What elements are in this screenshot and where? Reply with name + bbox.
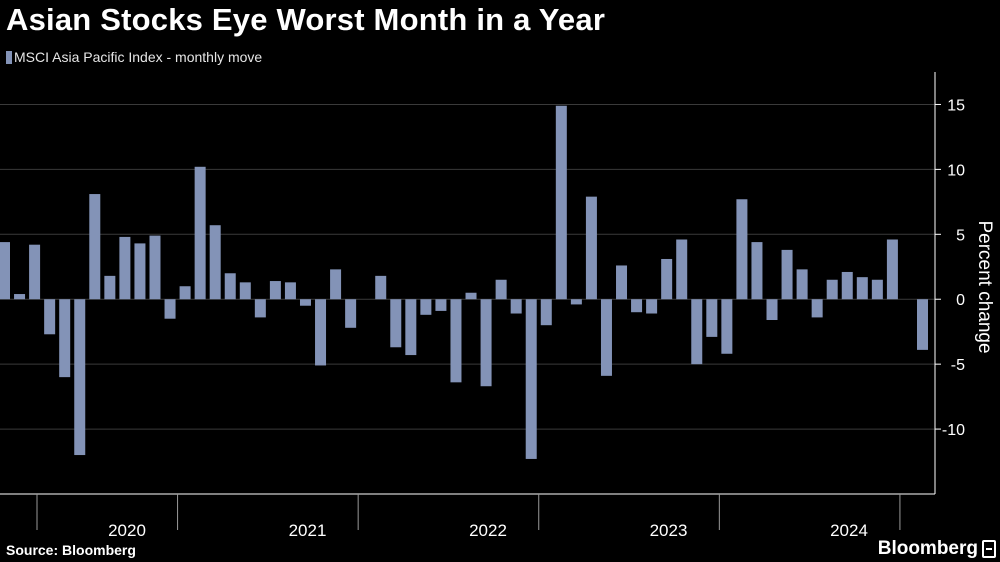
x-tick-label: 2024 xyxy=(830,521,868,540)
bar xyxy=(89,194,101,300)
x-tick-label: 2021 xyxy=(289,521,327,540)
bar xyxy=(59,299,71,378)
bar xyxy=(450,299,462,383)
y-tick-label: 5 xyxy=(956,227,965,244)
bar xyxy=(134,243,146,300)
bar xyxy=(0,242,10,300)
bar xyxy=(646,299,658,314)
brand-name: Bloomberg xyxy=(877,538,978,559)
bar xyxy=(691,299,703,365)
bar xyxy=(510,299,522,314)
bar xyxy=(119,236,131,300)
bar xyxy=(525,299,537,459)
y-tick-label: 0 xyxy=(956,292,965,309)
bar xyxy=(224,273,236,300)
bar xyxy=(164,299,176,319)
y-tick-label: -5 xyxy=(951,357,965,374)
bloomberg-logo-icon xyxy=(982,540,996,558)
x-tick-label: 2020 xyxy=(108,521,146,540)
bar xyxy=(555,105,567,300)
bar xyxy=(631,299,643,313)
x-tick-label: 2022 xyxy=(469,521,507,540)
bar xyxy=(736,199,748,300)
bar xyxy=(616,265,628,300)
bar xyxy=(435,299,447,311)
bar xyxy=(480,299,492,387)
source-note: Source: Bloomberg xyxy=(6,542,136,558)
bar xyxy=(826,279,838,300)
x-tick-label: 2023 xyxy=(650,521,688,540)
bar xyxy=(194,166,206,300)
bar xyxy=(796,269,808,300)
bar xyxy=(676,239,688,300)
bar xyxy=(315,299,327,366)
bar xyxy=(209,225,221,300)
bar xyxy=(721,299,733,354)
y-tick-label: 15 xyxy=(947,97,965,114)
y-axis-label: Percent change xyxy=(974,220,995,353)
bar xyxy=(299,299,311,306)
bar xyxy=(540,299,552,326)
bar xyxy=(585,196,597,300)
bar xyxy=(284,282,296,300)
bar xyxy=(375,275,387,300)
legend-label: MSCI Asia Pacific Index - monthly move xyxy=(14,49,263,65)
bar xyxy=(886,239,898,300)
bar xyxy=(74,299,86,456)
legend: MSCI Asia Pacific Index - monthly move xyxy=(6,49,262,65)
bar xyxy=(781,249,793,300)
bar xyxy=(661,258,673,300)
bar xyxy=(44,299,56,335)
bar xyxy=(254,299,266,318)
bar xyxy=(465,292,477,300)
y-tick-label: 10 xyxy=(947,162,965,179)
bar xyxy=(811,299,823,318)
bar xyxy=(104,275,116,300)
y-tick-label: -10 xyxy=(942,422,965,439)
bar xyxy=(871,279,883,300)
bar xyxy=(330,269,342,300)
bar xyxy=(14,294,26,300)
bars xyxy=(0,105,928,459)
bar xyxy=(495,279,507,300)
bar xyxy=(751,242,763,300)
bar xyxy=(29,244,41,300)
bar xyxy=(856,277,868,300)
axes: 15 10 5 0 -5 -10 2020 2021 2022 2023 2024 xyxy=(0,72,965,540)
bar xyxy=(345,299,357,328)
bar xyxy=(600,299,612,376)
bar xyxy=(841,271,853,300)
bar xyxy=(179,286,191,300)
bar xyxy=(766,299,778,321)
brand-logo: Bloomberg xyxy=(878,538,996,560)
bar xyxy=(405,299,417,356)
bar xyxy=(149,235,161,300)
bar xyxy=(706,299,718,337)
bar xyxy=(420,299,432,315)
bar xyxy=(390,299,402,348)
bar xyxy=(269,281,281,300)
bar xyxy=(239,282,251,300)
bar xyxy=(917,299,928,350)
legend-swatch xyxy=(6,50,12,64)
chart-title: Asian Stocks Eye Worst Month in a Year xyxy=(6,2,606,37)
bar xyxy=(570,299,582,305)
